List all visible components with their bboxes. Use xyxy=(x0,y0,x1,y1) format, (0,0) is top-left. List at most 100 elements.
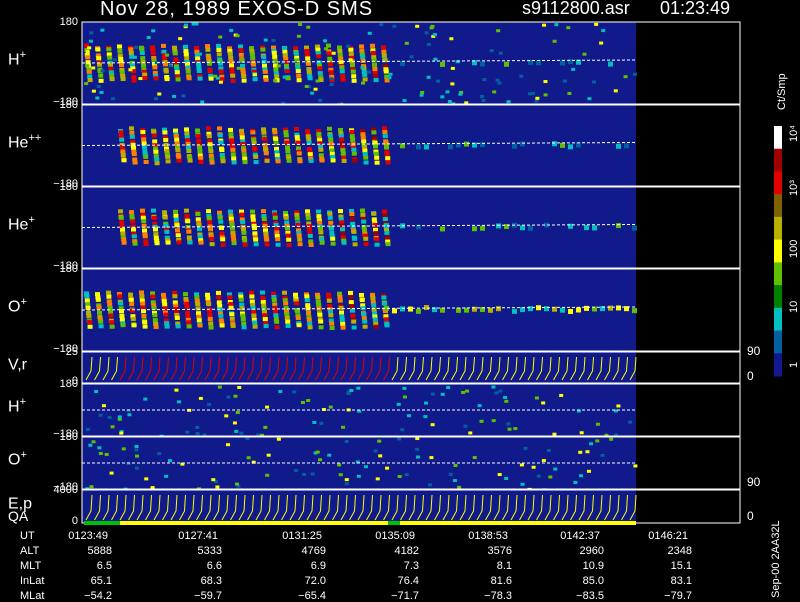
data-cell xyxy=(95,96,100,100)
data-cell xyxy=(296,73,302,78)
mean-line xyxy=(81,224,637,228)
data-cell xyxy=(384,323,390,328)
data-cell xyxy=(534,99,539,103)
data-cell xyxy=(261,54,267,59)
panel-label: H+ xyxy=(8,49,26,69)
data-cell xyxy=(426,42,431,46)
data-cell xyxy=(240,139,246,144)
data-cell xyxy=(426,75,431,79)
data-cell xyxy=(120,231,126,236)
data-cell xyxy=(241,235,247,240)
data-cell xyxy=(429,456,434,460)
data-cell xyxy=(261,217,267,222)
data-cell xyxy=(186,320,192,325)
data-cell xyxy=(87,74,93,79)
data-cell xyxy=(272,215,278,220)
data-cell xyxy=(233,394,238,398)
data-cell xyxy=(362,233,368,238)
data-cell xyxy=(196,220,202,225)
data-cell xyxy=(586,469,591,473)
data-cell xyxy=(219,320,225,325)
data-cell xyxy=(219,231,225,236)
data-cell xyxy=(370,50,376,56)
data-cell xyxy=(183,25,188,29)
data-cell xyxy=(118,215,124,220)
data-cell xyxy=(624,306,629,312)
data-cell xyxy=(108,313,114,318)
data-cell xyxy=(140,60,146,65)
data-cell xyxy=(326,298,332,303)
data-cell xyxy=(85,302,91,307)
data-cell xyxy=(341,158,347,163)
data-cell xyxy=(239,58,245,63)
data-cell xyxy=(142,324,148,329)
data-cell xyxy=(219,74,225,79)
data-cell xyxy=(519,463,524,467)
data-cell xyxy=(261,303,267,308)
data-cell xyxy=(157,92,162,96)
data-cell xyxy=(584,225,589,231)
data-cell xyxy=(143,159,149,165)
data-cell xyxy=(360,129,365,134)
data-cell xyxy=(220,159,226,164)
data-cell xyxy=(194,22,199,26)
table-cell: −78.3 xyxy=(484,590,512,602)
colorbar-segment xyxy=(774,330,782,354)
data-cell xyxy=(229,71,235,76)
data-cell xyxy=(450,66,455,70)
data-cell xyxy=(632,72,637,76)
data-cell xyxy=(172,290,177,295)
data-cell xyxy=(134,448,139,452)
data-cell xyxy=(360,54,366,60)
data-cell xyxy=(183,49,189,54)
data-cell xyxy=(456,142,461,148)
data-trace xyxy=(264,356,271,381)
data-cell xyxy=(296,78,302,83)
data-cell xyxy=(164,152,170,157)
data-cell xyxy=(329,78,335,83)
data-cell xyxy=(440,61,445,67)
data-cell xyxy=(240,70,246,75)
data-cell xyxy=(408,306,413,312)
data-cell xyxy=(173,217,179,222)
data-cell xyxy=(194,45,199,51)
data-cell xyxy=(296,151,302,156)
data-trace xyxy=(536,494,543,521)
data-cell xyxy=(231,241,237,246)
data-cell xyxy=(374,237,380,242)
data-cell xyxy=(194,292,199,297)
data-cell xyxy=(496,306,501,312)
data-cell xyxy=(304,294,310,299)
data-cell xyxy=(97,446,102,450)
data-cell xyxy=(338,214,344,219)
data-cell xyxy=(384,230,390,235)
data-cell xyxy=(317,138,323,143)
data-cell xyxy=(370,296,376,301)
colorbar-segment xyxy=(774,285,782,309)
data-trace xyxy=(561,494,569,521)
data-cell xyxy=(230,321,236,326)
data-cell xyxy=(576,59,581,65)
data-cell xyxy=(84,52,90,57)
tick-label: 180 xyxy=(59,16,78,28)
data-cell xyxy=(275,156,281,161)
data-cell xyxy=(196,222,202,227)
data-cell xyxy=(293,46,298,51)
data-cell xyxy=(234,429,239,433)
data-cell xyxy=(328,70,334,75)
data-cell xyxy=(492,90,497,94)
data-cell xyxy=(172,94,177,98)
data-cell xyxy=(129,210,134,215)
data-cell xyxy=(241,146,246,151)
data-cell xyxy=(282,298,288,303)
data-cell xyxy=(174,67,180,72)
data-cell xyxy=(176,237,182,242)
data-trace xyxy=(587,494,594,521)
data-cell xyxy=(119,224,125,229)
data-cell xyxy=(162,302,168,307)
data-cell xyxy=(131,232,137,237)
data-cell xyxy=(152,313,158,318)
data-cell xyxy=(226,443,231,447)
data-cell xyxy=(230,73,236,78)
data-cell xyxy=(142,149,148,154)
